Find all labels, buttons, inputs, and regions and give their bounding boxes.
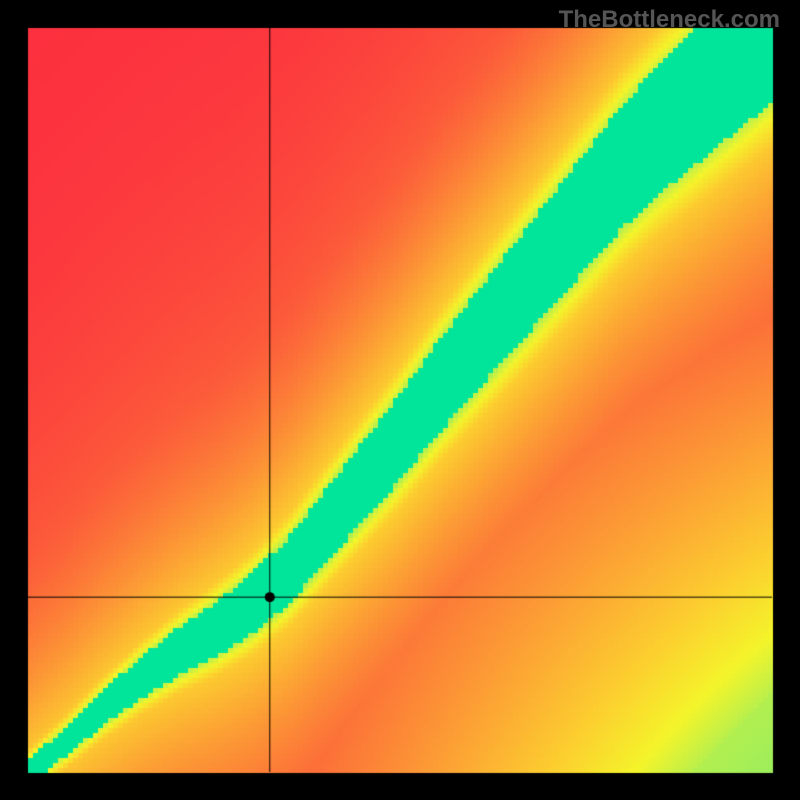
bottleneck-heatmap bbox=[0, 0, 800, 800]
watermark-text: TheBottleneck.com bbox=[559, 6, 780, 34]
